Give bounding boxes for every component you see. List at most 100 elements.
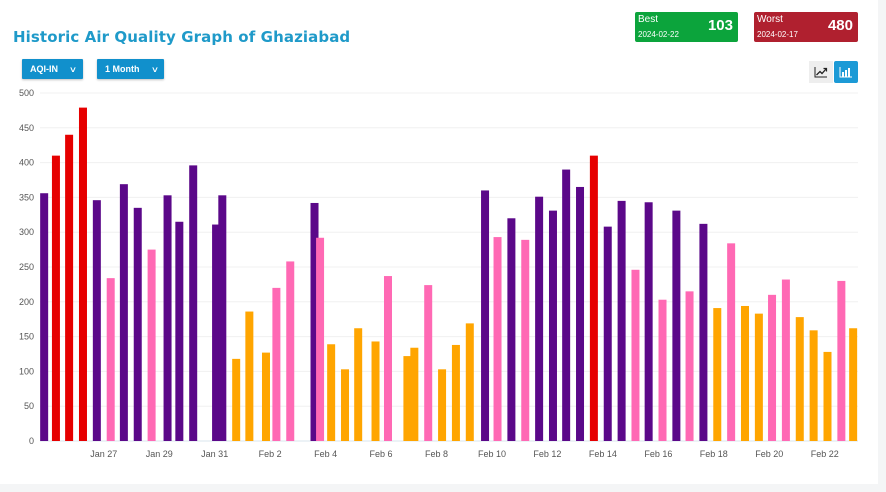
aqi-bar[interactable] [727,243,736,441]
aqi-bar[interactable] [133,207,142,441]
y-tick-label: 500 [19,88,34,98]
best-aqi-badge: Best 2024-02-22 103 [635,12,738,42]
worst-date: 2024-02-17 [757,30,798,39]
aqi-bar[interactable] [465,323,474,441]
aqi-bar[interactable] [245,311,254,441]
range-dropdown[interactable]: 1 Month ∨ [97,59,165,79]
aqi-bar[interactable] [809,330,818,441]
aqi-bar[interactable] [310,202,319,441]
chevron-down-icon: ∨ [150,64,159,74]
aqi-bar[interactable] [383,276,392,441]
y-tick-label: 450 [19,123,34,133]
aqi-bar[interactable] [658,299,667,441]
aqi-bar[interactable] [403,356,412,441]
aqi-bar[interactable] [713,308,722,441]
aqi-bar[interactable] [823,351,832,441]
x-tick-label: Feb 8 [425,449,448,459]
aqi-bar[interactable] [699,223,708,441]
page-title: Historic Air Quality Graph of Ghaziabad [13,28,351,46]
x-tick-label: Jan 31 [201,449,228,459]
x-tick-label: Feb 20 [755,449,783,459]
x-tick-label: Feb 2 [259,449,282,459]
worst-value: 480 [827,17,853,34]
aqi-bar[interactable] [849,328,858,441]
aqi-bar[interactable] [354,328,363,441]
aqi-bar[interactable] [672,210,681,441]
aqi-bar[interactable] [163,195,172,441]
aqi-bar[interactable] [768,294,777,441]
aqi-bar[interactable] [175,221,184,441]
line-chart-icon [814,67,828,78]
aqi-bar[interactable] [521,239,530,441]
aqi-bar[interactable] [261,352,270,441]
aqi-bar[interactable] [65,134,74,441]
range-dropdown-label: 1 Month [105,64,140,74]
aqi-bar[interactable] [685,291,694,441]
aqi-bar[interactable] [232,358,241,441]
best-date: 2024-02-22 [638,30,679,39]
aqi-bar[interactable] [327,344,336,441]
aqi-bar[interactable] [795,317,804,441]
chevron-down-icon: ∨ [68,64,78,74]
aqi-bar[interactable] [341,369,350,441]
aqi-bar[interactable] [837,280,846,441]
aqi-bar-chart: 0 50 100 150 200 250 300 350 400 450 500 Jan 27 Jan … [19,88,858,459]
worst-aqi-badge: Worst 2024-02-17 480 [754,12,858,42]
metric-dropdown[interactable]: AQI-IN ∨ [22,59,83,79]
x-tick-label: Jan 29 [146,449,173,459]
aqi-bar[interactable] [218,195,227,441]
aqi-bar[interactable] [78,107,87,441]
x-tick-label: Feb 18 [700,449,728,459]
aqi-bar[interactable] [741,305,750,441]
aqi-bar[interactable] [451,344,460,441]
aqi-bar[interactable] [119,184,128,441]
y-tick-label: 50 [24,401,34,411]
x-tick-label: Feb 14 [589,449,617,459]
y-tick-label: 300 [19,227,34,237]
aqi-bar[interactable] [147,249,156,441]
aqi-bar[interactable] [603,226,612,441]
x-tick-label: Jan 27 [90,449,117,459]
best-value: 103 [707,17,733,34]
x-tick-label: Feb 4 [314,449,337,459]
aqi-bar[interactable] [189,165,198,441]
y-tick-label: 0 [29,436,34,446]
x-tick-label: Feb 12 [533,449,561,459]
aqi-bar[interactable] [754,313,763,441]
aqi-bar[interactable] [438,369,447,441]
aqi-bar[interactable] [481,190,490,441]
aqi-bar[interactable] [272,287,281,441]
aqi-bar[interactable] [617,200,626,441]
aqi-bar[interactable] [410,347,419,441]
aqi-bar[interactable] [371,341,380,441]
y-tick-label: 400 [19,158,34,168]
aqi-bar[interactable] [589,155,598,441]
aqi-bar[interactable] [576,186,585,441]
bar-chart-toggle[interactable] [834,61,858,83]
x-tick-label: Feb 22 [811,449,839,459]
x-tick-label: Feb 10 [478,449,506,459]
aqi-bar[interactable] [212,224,221,441]
aqi-bar[interactable] [562,169,571,441]
aqi-bar[interactable] [316,237,325,441]
x-tick-label: Feb 6 [370,449,393,459]
aqi-bar[interactable] [493,237,502,441]
y-tick-label: 100 [19,366,34,376]
aqi-bar[interactable] [507,218,516,441]
aqi-history-card: Historic Air Quality Graph of Ghaziabad … [0,0,878,484]
aqi-bar[interactable] [644,202,653,441]
aqi-bar[interactable] [106,278,115,441]
aqi-bar[interactable] [92,200,101,441]
aqi-bar[interactable] [40,193,49,441]
worst-label: Worst [757,14,783,25]
aqi-bar[interactable] [548,210,557,441]
aqi-bar[interactable] [51,155,60,441]
best-label: Best [638,14,659,25]
aqi-bar[interactable] [286,261,295,441]
aqi-bar[interactable] [424,285,433,441]
aqi-bar[interactable] [535,196,544,441]
aqi-bar[interactable] [631,269,640,441]
aqi-bar[interactable] [781,279,790,441]
bar-chart-icon [839,67,852,78]
line-chart-toggle[interactable] [809,61,833,83]
